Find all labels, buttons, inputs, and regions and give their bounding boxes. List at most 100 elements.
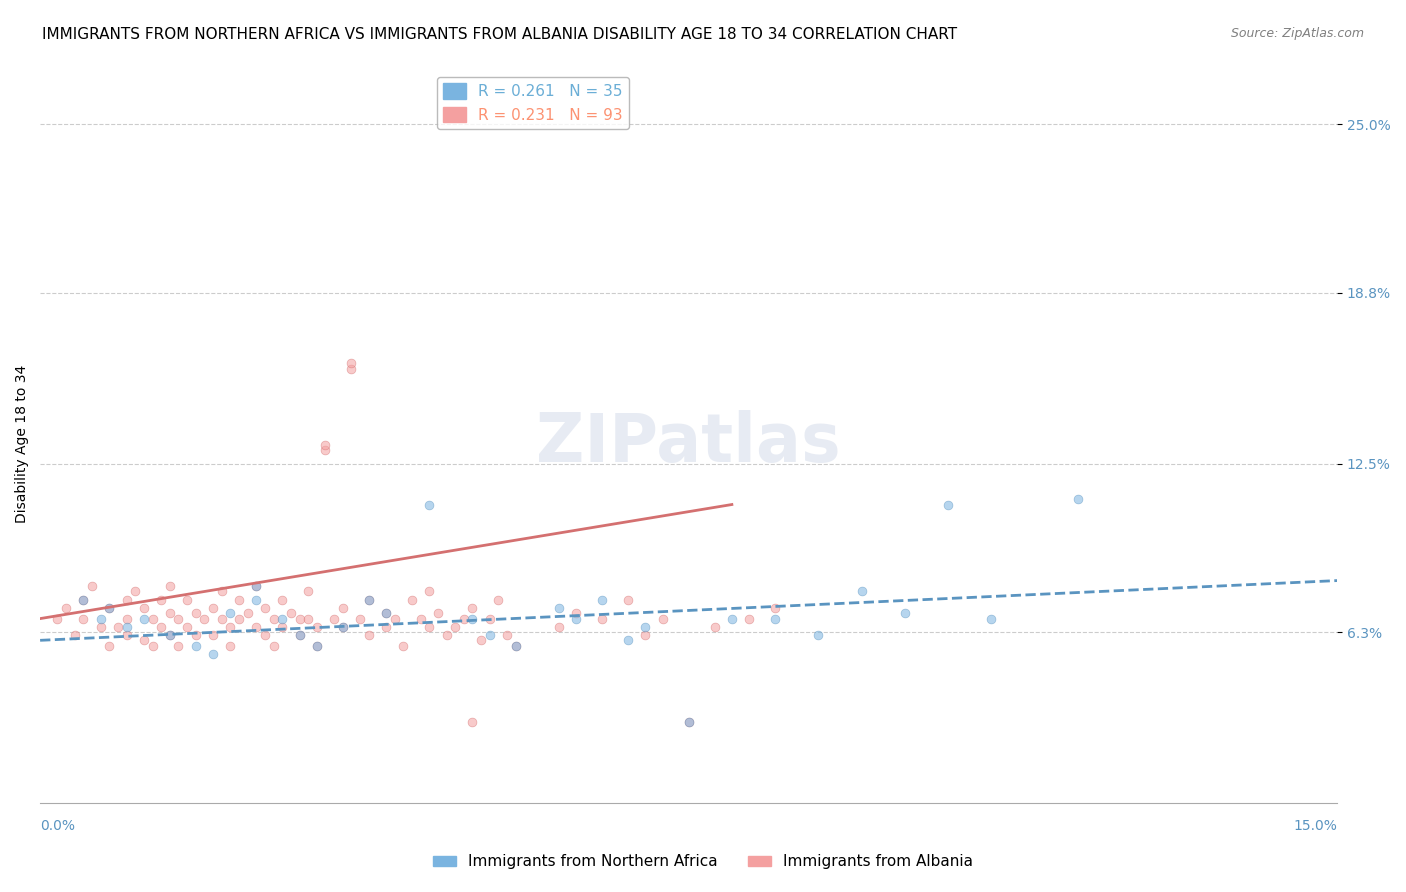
- Immigrants from Albania: [297, 584, 319, 599]
- Immigrants from Albania: [167, 611, 190, 625]
- Immigrants from Albania: [271, 592, 294, 607]
- Immigrants from Northern Africa: [98, 600, 121, 615]
- Immigrants from Northern Africa: [332, 620, 354, 634]
- Immigrants from Albania: [228, 611, 250, 625]
- Immigrants from Albania: [245, 620, 267, 634]
- Immigrants from Albania: [211, 584, 233, 599]
- Immigrants from Albania: [426, 606, 449, 620]
- Immigrants from Northern Africa: [634, 620, 657, 634]
- Immigrants from Albania: [305, 639, 328, 653]
- Immigrants from Albania: [245, 579, 267, 593]
- Immigrants from Albania: [115, 611, 138, 625]
- Immigrants from Albania: [141, 611, 163, 625]
- Immigrants from Northern Africa: [894, 606, 917, 620]
- Immigrants from Northern Africa: [548, 600, 571, 615]
- Immigrants from Northern Africa: [90, 611, 112, 625]
- Immigrants from Albania: [409, 611, 432, 625]
- Text: 15.0%: 15.0%: [1294, 819, 1337, 833]
- Immigrants from Albania: [375, 620, 398, 634]
- Immigrants from Albania: [548, 620, 571, 634]
- Immigrants from Northern Africa: [245, 592, 267, 607]
- Immigrants from Albania: [90, 620, 112, 634]
- Immigrants from Albania: [263, 611, 285, 625]
- Immigrants from Northern Africa: [763, 611, 786, 625]
- Text: IMMIGRANTS FROM NORTHERN AFRICA VS IMMIGRANTS FROM ALBANIA DISABILITY AGE 18 TO : IMMIGRANTS FROM NORTHERN AFRICA VS IMMIG…: [42, 27, 957, 42]
- Immigrants from Northern Africa: [678, 714, 700, 729]
- Immigrants from Albania: [115, 592, 138, 607]
- Immigrants from Albania: [253, 628, 276, 642]
- Immigrants from Northern Africa: [219, 606, 242, 620]
- Immigrants from Albania: [384, 611, 406, 625]
- Immigrants from Northern Africa: [375, 606, 398, 620]
- Text: 0.0%: 0.0%: [41, 819, 75, 833]
- Immigrants from Albania: [236, 606, 259, 620]
- Immigrants from Albania: [332, 600, 354, 615]
- Immigrants from Albania: [72, 592, 94, 607]
- Immigrants from Albania: [211, 611, 233, 625]
- Immigrants from Albania: [63, 628, 86, 642]
- Immigrants from Albania: [763, 600, 786, 615]
- Immigrants from Albania: [98, 639, 121, 653]
- Immigrants from Albania: [678, 714, 700, 729]
- Immigrants from Albania: [132, 600, 155, 615]
- Immigrants from Albania: [132, 633, 155, 648]
- Immigrants from Albania: [591, 611, 613, 625]
- Immigrants from Albania: [634, 628, 657, 642]
- Immigrants from Northern Africa: [505, 639, 527, 653]
- Immigrants from Northern Africa: [565, 611, 588, 625]
- Immigrants from Albania: [357, 628, 380, 642]
- Immigrants from Albania: [159, 579, 181, 593]
- Immigrants from Albania: [418, 584, 440, 599]
- Immigrants from Albania: [418, 620, 440, 634]
- Immigrants from Albania: [444, 620, 467, 634]
- Immigrants from Albania: [150, 592, 173, 607]
- Immigrants from Albania: [617, 592, 640, 607]
- Immigrants from Northern Africa: [418, 498, 440, 512]
- Immigrants from Northern Africa: [591, 592, 613, 607]
- Immigrants from Albania: [219, 620, 242, 634]
- Immigrants from Northern Africa: [288, 628, 311, 642]
- Legend: R = 0.261   N = 35, R = 0.231   N = 93: R = 0.261 N = 35, R = 0.231 N = 93: [437, 77, 628, 128]
- Immigrants from Albania: [392, 639, 415, 653]
- Immigrants from Northern Africa: [851, 584, 873, 599]
- Immigrants from Northern Africa: [271, 611, 294, 625]
- Immigrants from Albania: [46, 611, 69, 625]
- Immigrants from Albania: [80, 579, 103, 593]
- Immigrants from Albania: [141, 639, 163, 653]
- Immigrants from Albania: [219, 639, 242, 653]
- Immigrants from Albania: [176, 592, 198, 607]
- Immigrants from Northern Africa: [305, 639, 328, 653]
- Immigrants from Northern Africa: [721, 611, 744, 625]
- Immigrants from Albania: [253, 600, 276, 615]
- Immigrants from Albania: [184, 606, 207, 620]
- Immigrants from Albania: [107, 620, 129, 634]
- Immigrants from Albania: [357, 592, 380, 607]
- Immigrants from Albania: [496, 628, 519, 642]
- Immigrants from Albania: [314, 438, 336, 452]
- Immigrants from Albania: [505, 639, 527, 653]
- Immigrants from Albania: [115, 628, 138, 642]
- Immigrants from Albania: [176, 620, 198, 634]
- Immigrants from Albania: [297, 611, 319, 625]
- Immigrants from Albania: [263, 639, 285, 653]
- Immigrants from Albania: [461, 600, 484, 615]
- Text: ZIPatlas: ZIPatlas: [536, 410, 841, 476]
- Immigrants from Albania: [461, 714, 484, 729]
- Immigrants from Albania: [72, 611, 94, 625]
- Immigrants from Albania: [738, 611, 761, 625]
- Immigrants from Albania: [478, 611, 501, 625]
- Immigrants from Albania: [124, 584, 146, 599]
- Immigrants from Albania: [349, 611, 371, 625]
- Immigrants from Northern Africa: [202, 647, 225, 661]
- Immigrants from Albania: [305, 620, 328, 634]
- Immigrants from Albania: [565, 606, 588, 620]
- Immigrants from Albania: [280, 606, 302, 620]
- Immigrants from Northern Africa: [132, 611, 155, 625]
- Immigrants from Northern Africa: [936, 498, 959, 512]
- Immigrants from Northern Africa: [184, 639, 207, 653]
- Immigrants from Albania: [159, 628, 181, 642]
- Immigrants from Albania: [202, 600, 225, 615]
- Immigrants from Northern Africa: [1067, 492, 1090, 507]
- Immigrants from Northern Africa: [617, 633, 640, 648]
- Immigrants from Albania: [159, 606, 181, 620]
